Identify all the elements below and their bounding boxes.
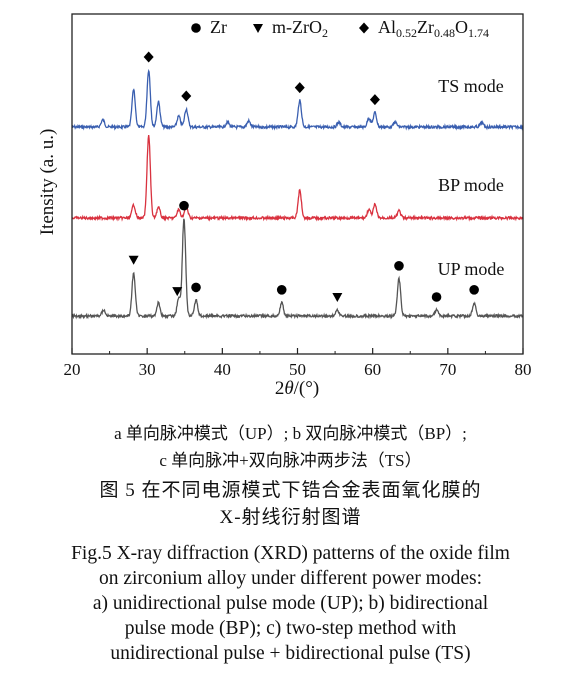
legend-marker-diamond xyxy=(359,22,369,34)
series-line-1 xyxy=(71,68,524,131)
peak-marker-diamond xyxy=(181,90,192,102)
peak-marker-circle xyxy=(191,282,201,293)
series-label-1: TS mode xyxy=(438,76,504,96)
caption-en-line-4: pulse mode (BP); c) two-step method with xyxy=(124,618,457,639)
caption-en-line-1: Fig.5 X-ray diffraction (XRD) patterns o… xyxy=(71,543,510,564)
legend-label: Zr xyxy=(210,17,227,37)
caption-notes: a 单向脉冲模式（UP）; b 双向脉冲模式（BP）; c 单向脉冲+双向脉冲两… xyxy=(0,420,581,474)
caption-title-chinese: 图 5 在不同电源模式下锆合金表面氧化膜的 X-射线衍射图谱 xyxy=(0,477,581,531)
peak-marker-diamond xyxy=(143,51,154,63)
legend-marker-triangle-down xyxy=(253,24,263,33)
x-axis-label: 2θ/(°) xyxy=(275,378,319,399)
series-label-3: UP mode xyxy=(438,259,505,279)
peak-marker-triangle xyxy=(332,293,343,302)
caption-cn-line-1: 图 5 在不同电源模式下锆合金表面氧化膜的 xyxy=(99,480,482,501)
x-tick-label: 30 xyxy=(139,360,156,379)
legend-label: m-ZrO2 xyxy=(272,17,328,40)
caption-note-ab: a 单向脉冲模式（UP）; b 双向脉冲模式（BP）; xyxy=(114,424,467,443)
y-axis-label: Itensity (a. u.) xyxy=(37,129,58,236)
caption-note-c: c 单向脉冲+双向脉冲两步法（TS） xyxy=(159,451,422,470)
peak-marker-circle xyxy=(179,200,189,211)
caption-en-line-3: a) unidirectional pulse mode (UP); b) bi… xyxy=(92,593,489,614)
series-labels: TS mode BP mode UP mode xyxy=(438,76,505,279)
plot-series xyxy=(71,68,524,320)
caption-cn-line-2: X-射线衍射图谱 xyxy=(219,507,362,528)
series-line-3 xyxy=(71,218,524,320)
peak-marker-circle xyxy=(394,261,404,271)
legend: Zr m-ZrO2 Al0.52Zr0.48O1.74 xyxy=(191,17,489,40)
x-tick-label: 70 xyxy=(439,360,456,379)
peak-marker-circle xyxy=(431,292,442,302)
x-tick-label: 20 xyxy=(64,360,81,379)
peak-marker-triangle xyxy=(128,255,139,265)
peak-marker-triangle xyxy=(172,287,183,297)
peak-marker-circle xyxy=(276,285,287,295)
peak-marker-circle xyxy=(469,285,479,295)
series-label-2: BP mode xyxy=(438,175,504,195)
x-tick-label: 60 xyxy=(364,360,381,379)
x-tick-label: 50 xyxy=(289,360,306,379)
caption-title-english: Fig.5 X-ray diffraction (XRD) patterns o… xyxy=(0,541,581,666)
x-tick-label: 80 xyxy=(515,360,532,379)
xrd-chart: 20 30 40 50 60 70 80 Zr m-ZrO2 Al0.52Zr0.48O1.74… xyxy=(37,13,532,399)
x-tick-label: 40 xyxy=(214,360,231,379)
legend-marker-circle xyxy=(191,23,201,33)
peak-marker-diamond xyxy=(369,94,380,106)
peak-markers xyxy=(128,51,479,302)
series-line-2 xyxy=(71,135,524,222)
legend-label: Al0.52Zr0.48O1.74 xyxy=(378,17,489,40)
caption-en-line-5: unidirectional pulse + bidirectional pul… xyxy=(110,643,471,664)
caption-en-line-2: on zirconium alloy under different power… xyxy=(98,568,483,589)
x-axis: 20 30 40 50 60 70 80 xyxy=(64,348,532,379)
peak-marker-diamond xyxy=(294,82,305,94)
